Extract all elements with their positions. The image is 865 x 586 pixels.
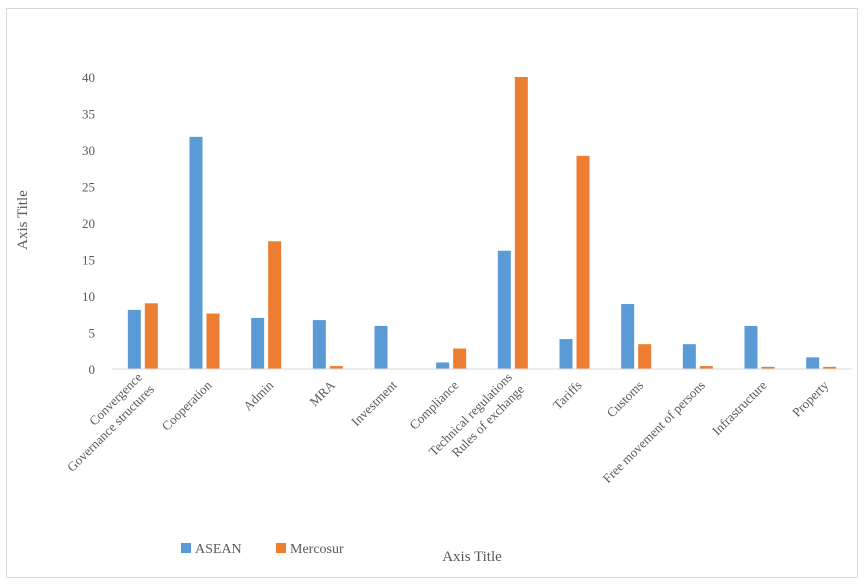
x-tick-label-line: Free movement of persons xyxy=(600,378,708,486)
x-tick-label: Free movement of persons xyxy=(600,378,708,486)
bar-asean-9 xyxy=(682,344,696,369)
bar-mercosur-1 xyxy=(206,313,220,369)
chart-frame xyxy=(6,8,858,578)
y-tick-label: 25 xyxy=(82,180,95,195)
x-tick-label-line: MRA xyxy=(306,377,338,409)
bar-mercosur-5 xyxy=(453,348,467,369)
x-tick-label-line: Property xyxy=(789,377,832,420)
bar-mercosur-9 xyxy=(699,366,713,369)
x-tick-label-line: Cooperation xyxy=(159,377,215,433)
bar-asean-4 xyxy=(374,325,388,369)
y-tick-label: 20 xyxy=(82,216,95,231)
bar-asean-1 xyxy=(189,136,203,369)
x-tick-label: Tariffs xyxy=(550,378,585,413)
x-axis-title: Axis Title xyxy=(442,549,502,565)
legend-swatch-mercosur xyxy=(276,543,286,553)
x-tick-label-line: Customs xyxy=(603,378,646,421)
y-tick-label: 15 xyxy=(82,253,95,268)
bar-asean-11 xyxy=(806,357,820,369)
x-tick-label: Admin xyxy=(240,377,276,413)
bar-asean-3 xyxy=(312,320,326,369)
x-tick-label: Customs xyxy=(603,378,646,421)
bar-mercosur-3 xyxy=(329,366,343,369)
bar-mercosur-6 xyxy=(514,77,528,369)
x-tick-label: MRA xyxy=(306,377,338,409)
x-tick-label-line: Infrastructure xyxy=(709,377,770,438)
bar-asean-10 xyxy=(744,325,758,369)
bar-mercosur-8 xyxy=(638,344,652,369)
x-tick-label-line: Admin xyxy=(240,377,276,413)
bar-mercosur-10 xyxy=(761,366,775,369)
y-tick-label: 30 xyxy=(82,143,95,158)
legend: ASEAN Mercosur xyxy=(181,542,344,557)
x-tick-label: Technical regulationsRules of exchange xyxy=(426,369,528,471)
bar-mercosur-11 xyxy=(823,366,837,369)
y-tick-label: 5 xyxy=(89,326,96,341)
x-tick-label: Investment xyxy=(348,377,400,429)
y-tick-label: 35 xyxy=(82,107,95,122)
bars xyxy=(127,77,837,369)
bar-asean-8 xyxy=(621,304,635,369)
y-tick-label: 10 xyxy=(82,289,95,304)
bar-asean-2 xyxy=(251,317,265,369)
y-tick-label: 0 xyxy=(89,362,96,377)
x-tick-label: Property xyxy=(789,377,832,420)
bar-mercosur-2 xyxy=(268,241,282,369)
y-tick-label: 40 xyxy=(82,70,95,85)
x-tick-label: ConvergenceGovernance structures xyxy=(52,369,157,474)
x-tick-label: Cooperation xyxy=(159,377,215,433)
legend-label-asean: ASEAN xyxy=(195,542,242,557)
y-axis-ticks: 0 5 10 15 20 25 30 35 40 xyxy=(82,70,95,377)
bar-asean-7 xyxy=(559,339,573,369)
legend-swatch-asean xyxy=(181,543,191,553)
bar-asean-5 xyxy=(436,362,450,369)
bar-asean-6 xyxy=(497,250,511,369)
legend-label-mercosur: Mercosur xyxy=(290,542,344,557)
x-tick-label-line: Tariffs xyxy=(550,378,585,413)
x-tick-label: Infrastructure xyxy=(709,377,770,438)
bar-mercosur-0 xyxy=(144,303,158,369)
bar-asean-0 xyxy=(127,309,141,369)
x-tick-label-line: Investment xyxy=(348,377,400,429)
y-axis-title: Axis Title xyxy=(15,190,31,250)
x-axis-ticks: ConvergenceGovernance structures Cooperat… xyxy=(52,369,832,486)
bar-mercosur-7 xyxy=(576,155,590,369)
